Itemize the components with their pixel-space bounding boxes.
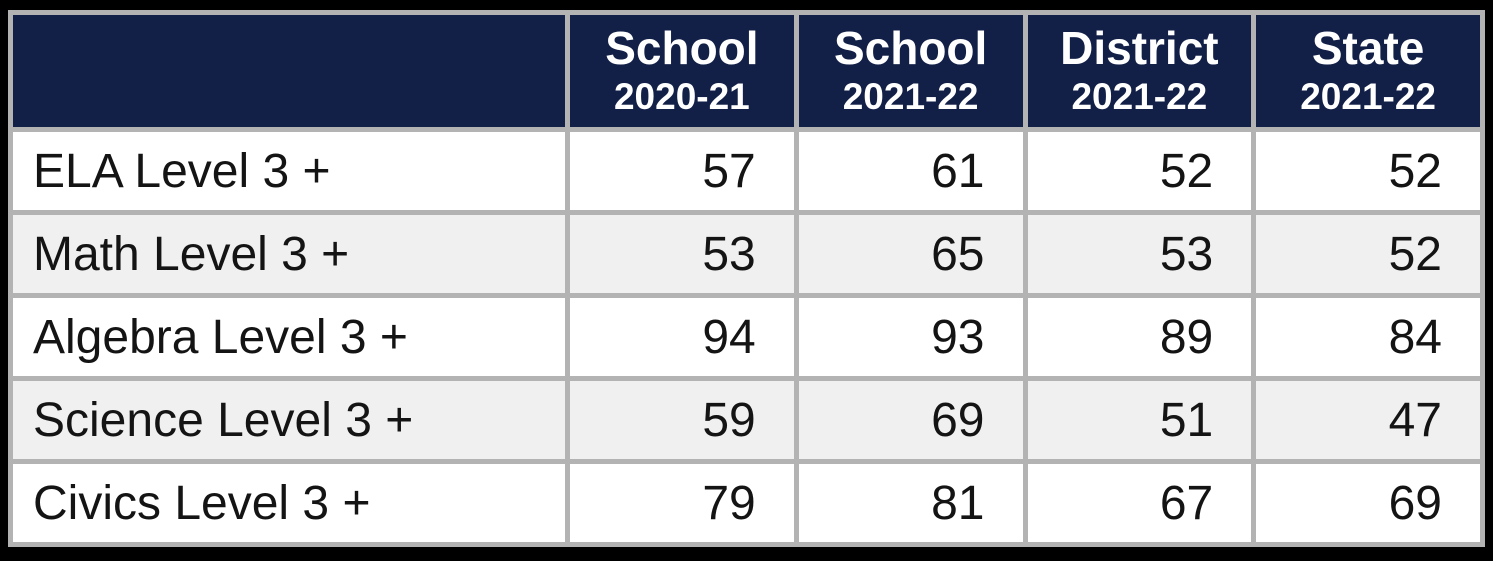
header-state-2021-22: State 2021-22 [1256, 15, 1480, 127]
table-row-science: Science Level 3 + 59 69 51 47 [13, 381, 1480, 459]
header-year: 2020-21 [613, 76, 750, 118]
header-school-2021-22: School 2021-22 [798, 15, 1023, 127]
table-row-civics: Civics Level 3 + 79 81 67 69 [13, 464, 1480, 542]
cell-value: 51 [1027, 381, 1252, 459]
header-row: School 2020-21 School 2021-22 District 2… [13, 15, 1480, 127]
cell-value: 69 [798, 381, 1023, 459]
cell-value: 47 [1256, 381, 1480, 459]
scores-table: School 2020-21 School 2021-22 District 2… [8, 10, 1485, 547]
cell-value: 59 [570, 381, 794, 459]
table-row-algebra: Algebra Level 3 + 94 93 89 84 [13, 298, 1480, 376]
header-title: District [1060, 22, 1219, 75]
header-empty-cell [13, 15, 565, 127]
header-title: School [605, 22, 759, 75]
row-label: Algebra Level 3 + [13, 298, 565, 376]
cell-value: 81 [798, 464, 1023, 542]
cell-value: 61 [798, 132, 1023, 210]
header-year: 2021-22 [842, 76, 979, 118]
cell-value: 84 [1256, 298, 1480, 376]
cell-value: 69 [1256, 464, 1480, 542]
cell-value: 57 [570, 132, 794, 210]
cell-value: 65 [798, 215, 1023, 293]
row-label: Civics Level 3 + [13, 464, 565, 542]
row-label: Math Level 3 + [13, 215, 565, 293]
cell-value: 67 [1027, 464, 1252, 542]
cell-value: 93 [798, 298, 1023, 376]
cell-value: 53 [1027, 215, 1252, 293]
header-title: School [833, 22, 988, 75]
cell-value: 52 [1027, 132, 1252, 210]
cell-value: 52 [1256, 132, 1480, 210]
header-year: 2021-22 [1300, 76, 1437, 118]
row-label: ELA Level 3 + [13, 132, 565, 210]
table-row-math: Math Level 3 + 53 65 53 52 [13, 215, 1480, 293]
cell-value: 89 [1027, 298, 1252, 376]
header-year: 2021-22 [1071, 76, 1208, 118]
header-district-2021-22: District 2021-22 [1027, 15, 1252, 127]
cell-value: 79 [570, 464, 794, 542]
cell-value: 52 [1256, 215, 1480, 293]
cell-value: 53 [570, 215, 794, 293]
cell-value: 94 [570, 298, 794, 376]
header-title: State [1311, 22, 1425, 75]
header-school-2020-21: School 2020-21 [570, 15, 794, 127]
row-label: Science Level 3 + [13, 381, 565, 459]
table-row-ela: ELA Level 3 + 57 61 52 52 [13, 132, 1480, 210]
